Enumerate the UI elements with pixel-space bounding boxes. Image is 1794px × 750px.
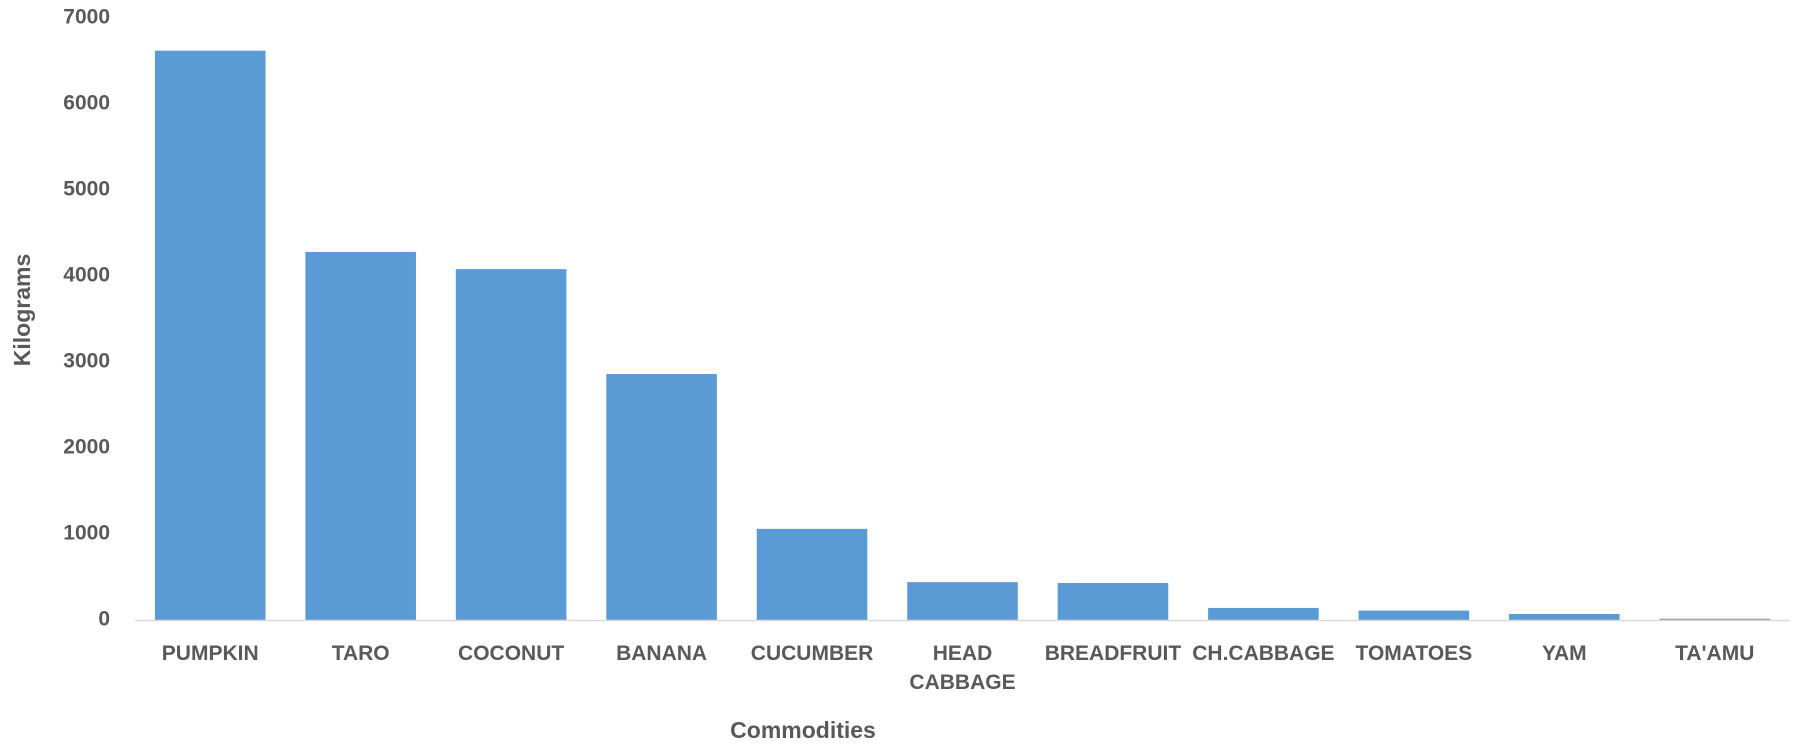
x-tick-label: COCONUT [458, 642, 564, 665]
bar [756, 528, 868, 620]
x-tick-label: CUCUMBER [751, 642, 874, 665]
x-tick-label: BREADFRUIT [1045, 642, 1182, 665]
x-tick-label-line: TA'AMU [1675, 642, 1754, 665]
y-tick-label: 3000 [63, 350, 110, 373]
x-tick-label: TA'AMU [1675, 642, 1754, 665]
bars [154, 50, 1771, 621]
bar [1208, 607, 1319, 620]
y-tick-label: 0 [98, 608, 110, 631]
y-tick-label: 7000 [63, 6, 110, 29]
x-tick-label: CH.CABBAGE [1192, 642, 1334, 665]
y-axis-ticks: 0 1000 2000 3000 4000 5000 6000 7000 [63, 6, 110, 631]
y-tick-label: 2000 [63, 436, 110, 459]
y-axis-title: Kilograms [9, 254, 35, 366]
x-axis-ticks: PUMPKIN TARO COCONUT BANANA CUCUMBER HEAD CABB… [162, 642, 1755, 694]
x-tick-label: PUMPKIN [162, 642, 259, 665]
x-tick-label: TOMATOES [1356, 642, 1473, 665]
bar [907, 582, 1018, 620]
bar [1659, 618, 1771, 620]
y-tick-label: 1000 [63, 522, 110, 545]
x-tick-label-line: HEAD [933, 642, 993, 665]
bar [606, 374, 717, 620]
bar [1509, 613, 1620, 620]
x-tick-label-line: CUCUMBER [751, 642, 874, 665]
x-tick-label-line: TARO [332, 642, 390, 665]
y-tick-label: 5000 [63, 178, 110, 201]
bar [305, 251, 416, 621]
x-tick-label: YAM [1542, 642, 1587, 665]
x-tick-label-line: CH.CABBAGE [1192, 642, 1334, 665]
bar [154, 50, 266, 621]
x-tick-label-line: BREADFRUIT [1045, 642, 1182, 665]
x-tick-label-line: PUMPKIN [162, 642, 259, 665]
x-axis-title: Commodities [730, 717, 876, 743]
y-tick-label: 6000 [63, 92, 110, 115]
x-tick-label-line: TOMATOES [1356, 642, 1473, 665]
bar [1057, 583, 1169, 620]
x-tick-label-line: BANANA [616, 642, 707, 665]
x-tick-label: TARO [332, 642, 390, 665]
bar [455, 269, 567, 620]
x-tick-label-line: CABBAGE [909, 671, 1015, 694]
x-tick-label: HEAD CABBAGE [909, 642, 1015, 694]
x-tick-label-line: YAM [1542, 642, 1587, 665]
y-tick-label: 4000 [63, 264, 110, 287]
bar [1358, 610, 1470, 620]
x-tick-label-line: COCONUT [458, 642, 564, 665]
x-tick-label: BANANA [616, 642, 707, 665]
